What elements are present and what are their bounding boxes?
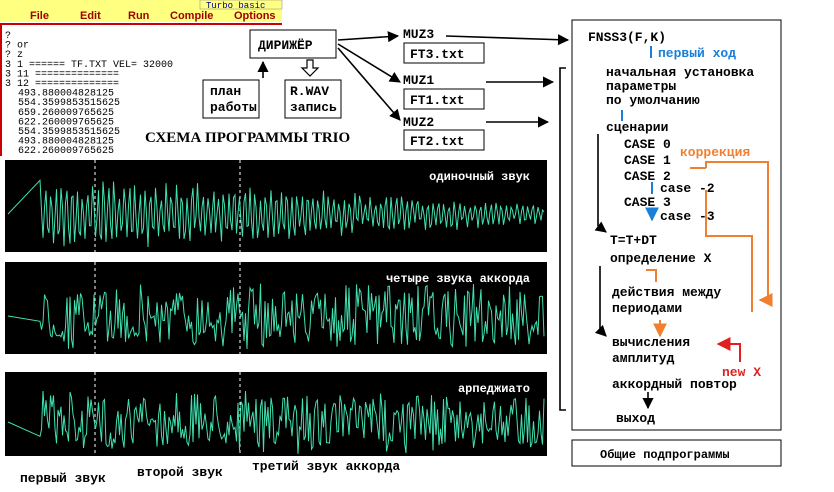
waveform-label: арпеджиато: [458, 382, 530, 396]
menu-item[interactable]: Compile: [170, 10, 213, 22]
plan: работы: [210, 100, 257, 115]
editor-line: ?: [5, 31, 11, 42]
waveform: [7, 390, 545, 454]
editor-line: 493.880004828125: [18, 137, 114, 148]
waveform-label: четыре звука аккорда: [386, 272, 530, 286]
module-name: MUZ1: [403, 73, 434, 88]
editor-line: 659.260009765625: [18, 108, 114, 119]
conductor-diagram: ДИРИЖЁР план работы R.WAV запись MUZ3 FT…: [145, 27, 570, 411]
editor-line: 554.3599853515625: [18, 127, 120, 138]
editor-line: 3 12 ==============: [5, 79, 119, 90]
subcase: case -3: [660, 209, 715, 224]
box: [249, 29, 337, 59]
module-file: FT2.txt: [410, 134, 465, 149]
case: CASE 1: [624, 153, 671, 168]
flow-step: по умолчанию: [606, 93, 700, 108]
menu-item[interactable]: Edit: [80, 10, 101, 22]
common-subroutines: Общие подпрограммы: [600, 447, 730, 462]
flowchart: FNSS3(F,K) первый ход начальная установк…: [571, 19, 782, 467]
editor: Turbo basic File Edit Run Compile Option…: [0, 0, 283, 157]
flow-header: FNSS3(F,K): [588, 30, 666, 45]
correction: коррекция: [680, 145, 750, 160]
editor-line: 493.880004828125: [18, 89, 114, 100]
flow-step: T=T+DT: [610, 233, 657, 248]
flow-step: определение X: [610, 251, 712, 266]
flow-step: действия между: [612, 285, 721, 300]
module-name: MUZ3: [403, 27, 434, 42]
new-x: new X: [722, 365, 761, 380]
waveform: [7, 179, 545, 248]
case: CASE 2: [624, 169, 671, 184]
flow-step: амплитуд: [612, 351, 675, 366]
flow-step: аккордный повтор: [612, 377, 737, 392]
waveform-label: одиночный звук: [429, 170, 530, 184]
flow-step: выход: [616, 411, 655, 426]
record: R.WAV: [290, 84, 329, 99]
case: CASE 3: [624, 195, 671, 210]
flow-step: вычисления: [612, 335, 690, 350]
main-title: СХЕМА ПРОГРАММЫ TRIO: [145, 130, 350, 146]
editor-line: 554.3599853515625: [18, 98, 120, 109]
editor-line: 622.260009765625: [18, 146, 114, 157]
module-name: MUZ2: [403, 115, 434, 130]
first-move: первый ход: [658, 46, 736, 61]
flow-step: сценарии: [606, 120, 668, 135]
flow-step: периодами: [612, 301, 682, 316]
waveforms: одиночный звук четыре звука аккорда арпедж…: [5, 160, 547, 456]
plan: план: [210, 84, 241, 99]
editor-line: ? or: [5, 41, 29, 52]
bottom-label: первый звук: [20, 471, 106, 486]
subcase: case -2: [660, 181, 715, 196]
module-file: FT3.txt: [410, 47, 465, 62]
record: запись: [290, 100, 337, 115]
menu-item[interactable]: Options: [234, 10, 276, 22]
editor-line: ? z: [5, 50, 23, 61]
editor-title: Turbo basic: [206, 1, 265, 11]
conductor: ДИРИЖЁР: [258, 38, 313, 53]
bottom-label: третий звук аккорда: [252, 459, 400, 474]
editor-line: 622.260009765625: [18, 117, 114, 128]
module-file: FT1.txt: [410, 93, 465, 108]
case: CASE 0: [624, 137, 671, 152]
editor-line: 3 11 ==============: [5, 69, 119, 80]
flow-step: параметры: [606, 79, 676, 94]
editor-line: 3 1 ====== TF.TXT VEL= 32000: [5, 60, 173, 71]
flow-step: начальная установка: [606, 65, 754, 80]
menu-item[interactable]: File: [30, 10, 49, 22]
menu-item[interactable]: Run: [128, 10, 150, 22]
bottom-label: второй звук: [137, 465, 223, 480]
waveform: [7, 283, 545, 350]
